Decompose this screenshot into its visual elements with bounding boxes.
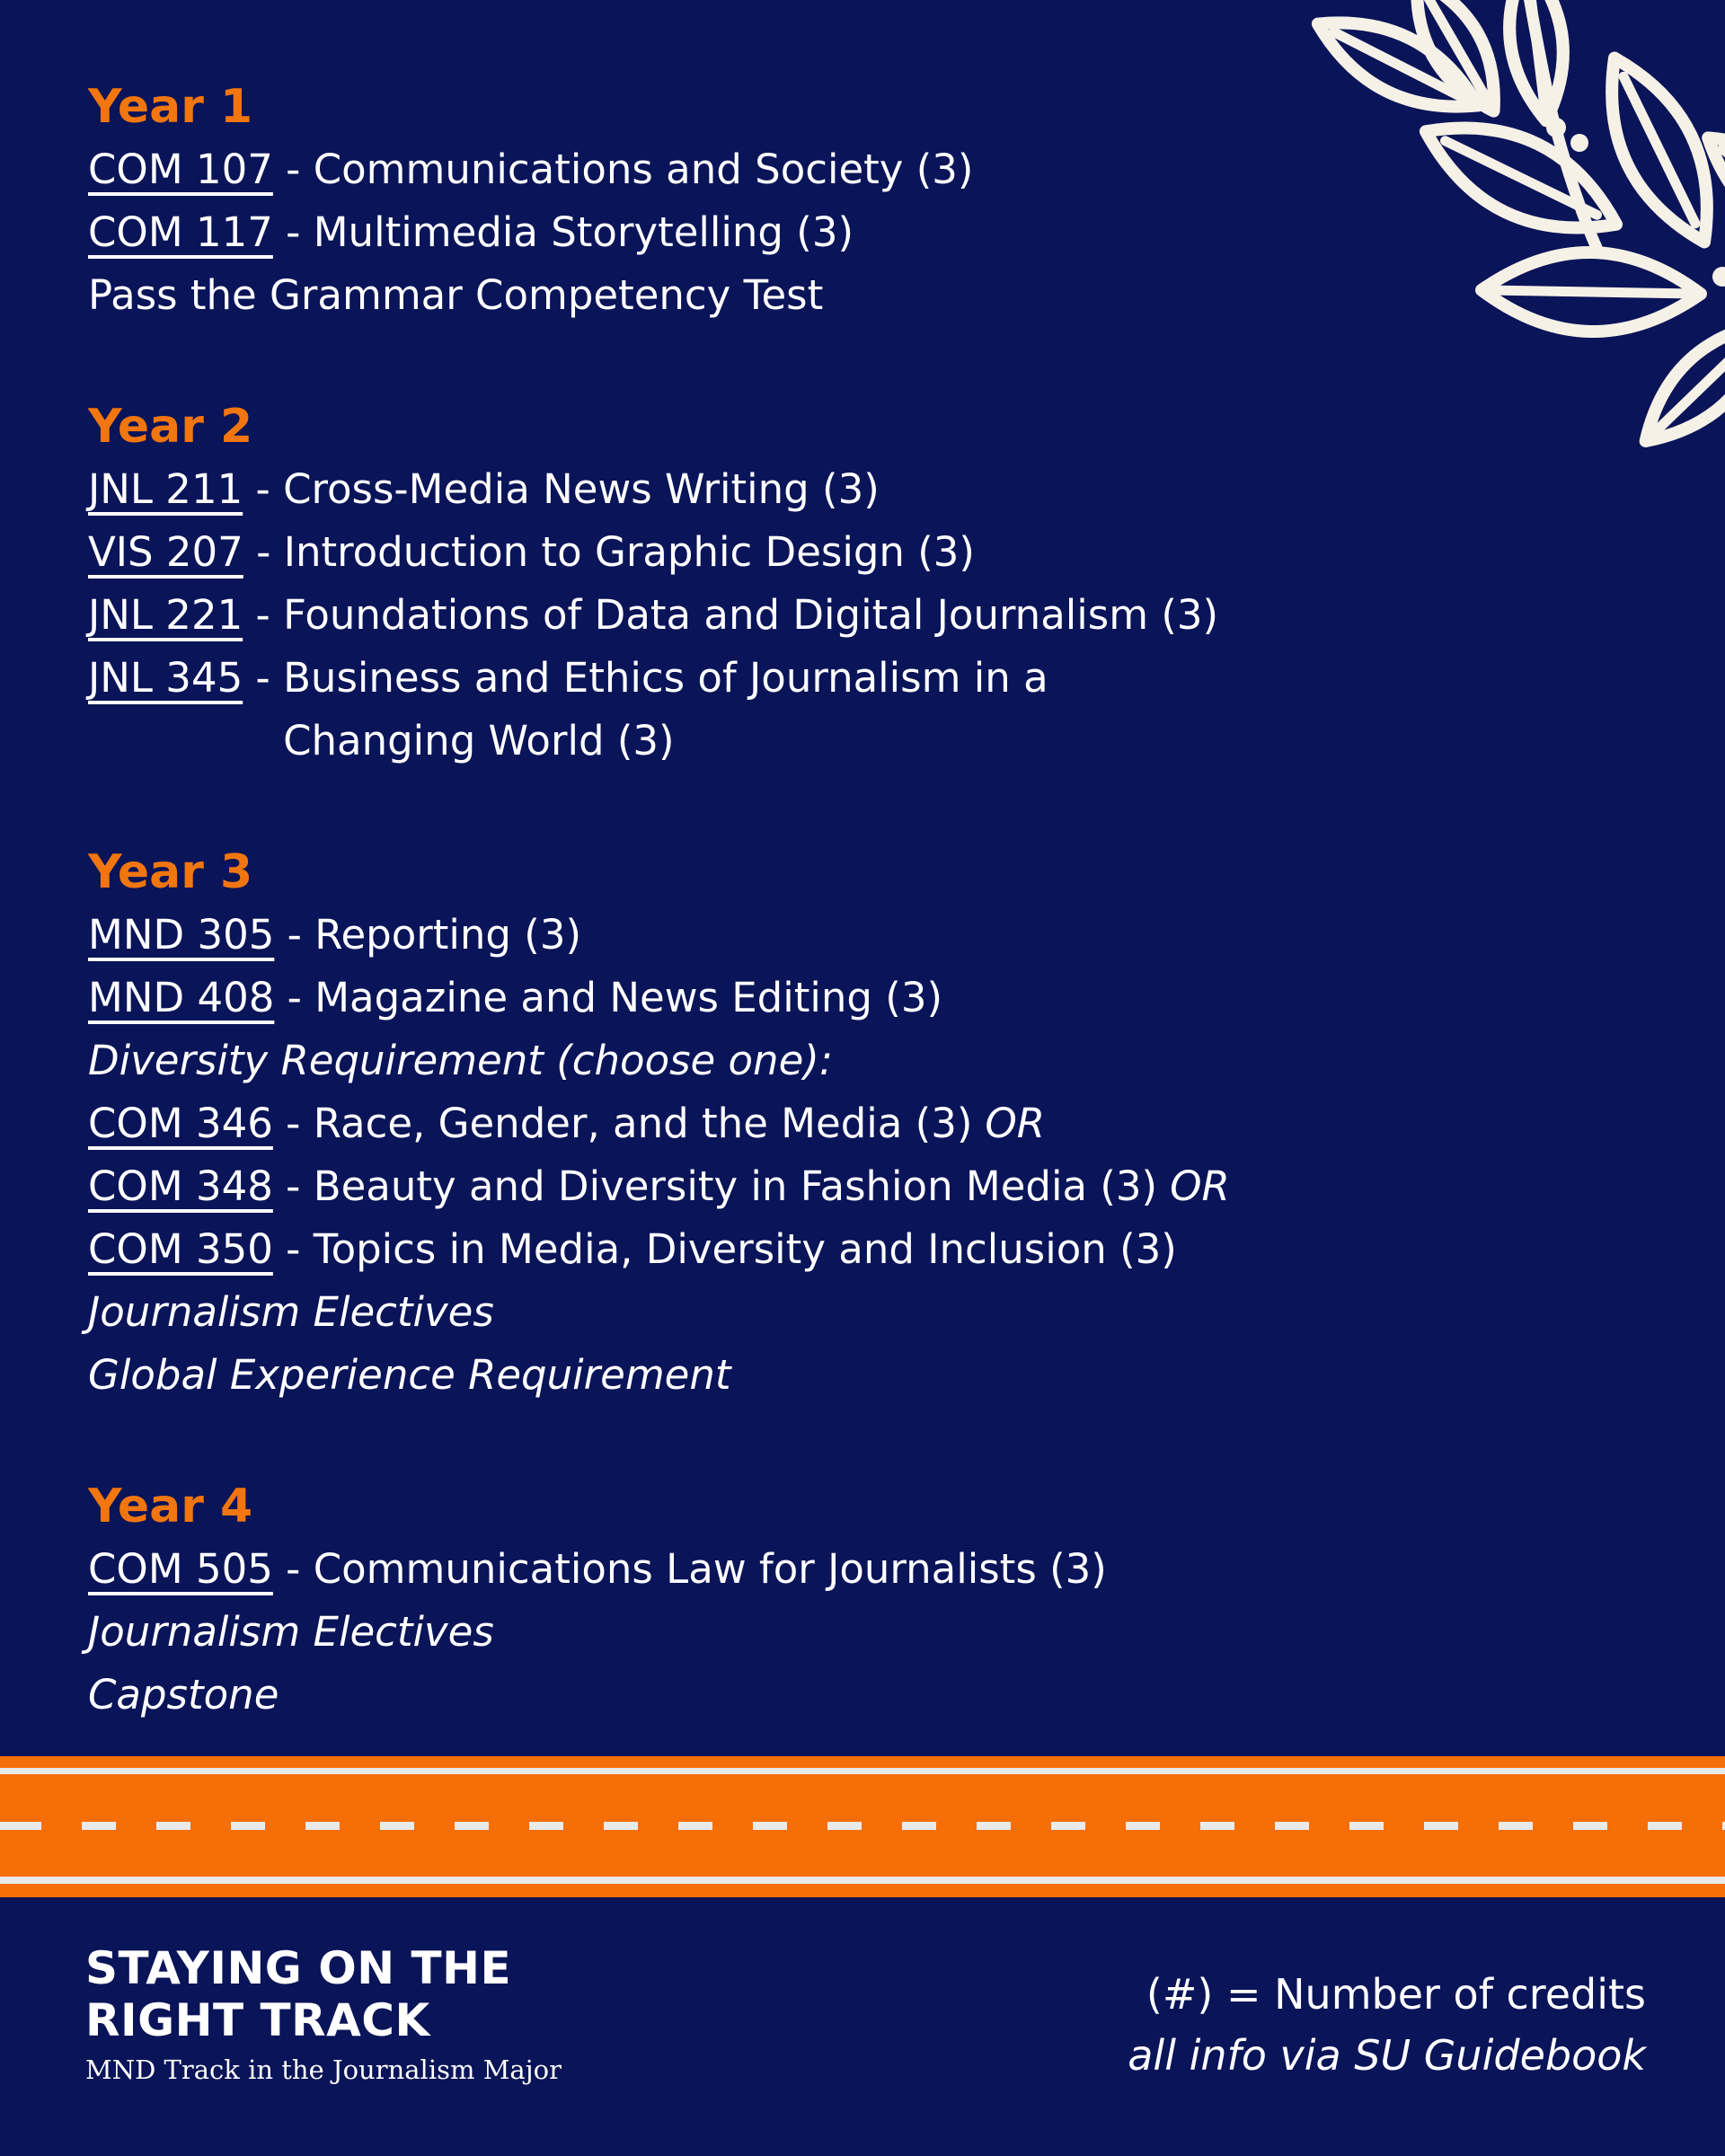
course-line: COM 107 - Communications and Society (3) [88,138,1615,201]
course-title: Business and Ethics of Journalism in a Ch… [283,654,1048,764]
laurel-leaf-decoration [1311,0,1725,447]
berry-dot [1712,267,1725,287]
course-code: COM 346 [88,1100,273,1147]
course-line: MND 408 - Magazine and News Editing (3) [88,967,1615,1029]
course-line: COM 117 - Multimedia Storytelling (3) [88,201,1615,264]
footer-title-line1: STAYING ON THE [85,1942,512,1994]
course-line: VIS 207 - Introduction to Graphic Design… [88,521,1615,584]
road-stripe [0,1756,1725,1897]
requirement-line: Capstone [88,1671,279,1719]
course-title: Introduction to Graphic Design (3) [283,528,975,576]
course-title: Multimedia Storytelling (3) [313,208,854,256]
footer-title-block: STAYING ON THE RIGHT TRACK MND Track in … [85,1942,562,2086]
road-edge-line-bottom [0,1877,1725,1884]
separator: - [272,1100,314,1147]
course-line: COM 350 - Topics in Media, Diversity and… [88,1218,1615,1281]
course-title: Cross-Media News Writing (3) [283,465,880,513]
road-edge-line-top [0,1768,1725,1774]
course-title: Reporting (3) [314,911,582,959]
separator: - [243,465,284,513]
course-code: MND 408 [88,974,275,1021]
year-4-section: Year 4 COM 505 - Communications Law for … [88,1475,1615,1727]
separator: - [274,911,315,959]
course-code: COM 107 [88,146,273,193]
course-title: Foundations of Data and Digital Journali… [283,591,1219,639]
footer-title-line2: RIGHT TRACK [85,1994,430,2046]
separator: - [243,654,284,702]
requirement-line: Diversity Requirement (choose one): [88,1037,833,1084]
course-code: JNL 221 [88,591,243,639]
course-line: COM 346 - Race, Gender, and the Media (3… [88,1092,1615,1155]
course-title: Beauty and Diversity in Fashion Media (3… [313,1162,1158,1210]
credits-legend: (#) = Number of credits [1146,1970,1646,2019]
source-note: all info via SU Guidebook [1128,2031,1646,2080]
course-title: Topics in Media, Diversity and Inclusion… [313,1225,1177,1273]
road-dashed-center-line [0,1822,1725,1830]
course-title: Communications and Society (3) [313,146,974,193]
course-plan: Year 1 COM 107 - Communications and Soci… [88,75,1615,1727]
footer-title: STAYING ON THE RIGHT TRACK [85,1942,562,2046]
course-code: VIS 207 [88,528,243,576]
separator: - [243,528,284,576]
course-code: MND 305 [88,911,275,959]
course-line: JNL 211 - Cross-Media News Writing (3) [88,458,1615,521]
year-2-heading: Year 2 [88,400,253,454]
year-3-section: Year 3 MND 305 - Reporting (3) MND 408 -… [88,841,1615,1407]
year-4-heading: Year 4 [88,1480,253,1533]
requirement-line: Pass the Grammar Competency Test [88,271,824,319]
course-code: COM 505 [88,1545,273,1593]
separator: - [272,208,314,256]
separator: - [272,146,314,193]
requirement-line: Global Experience Requirement [88,1351,731,1399]
course-line: COM 348 - Beauty and Diversity in Fashio… [88,1155,1615,1218]
year-2-section: Year 2 JNL 211 - Cross-Media News Writin… [88,395,1615,773]
requirement-line: Journalism Electives [88,1608,494,1656]
course-title: Magazine and News Editing (3) [314,974,943,1021]
course-code: JNL 345 [88,654,243,702]
course-title-wrap: Changing World (3) [283,717,675,764]
berry-dot [1570,134,1588,152]
requirement-line: Journalism Electives [88,1288,494,1336]
separator: - [274,974,315,1021]
year-3-heading: Year 3 [88,845,253,899]
course-code: COM 350 [88,1225,273,1273]
or-label: OR [985,1100,1046,1147]
course-line: COM 505 - Communications Law for Journal… [88,1538,1615,1601]
footer-subtitle: MND Track in the Journalism Major [85,2054,562,2085]
separator: - [272,1225,314,1273]
course-title: Communications Law for Journalists (3) [313,1545,1107,1593]
separator: - [272,1162,314,1210]
berry-dot [1546,118,1566,137]
course-code: COM 117 [88,208,273,256]
course-code: JNL 211 [88,465,243,513]
footer-note-block: (#) = Number of credits all info via SU … [1128,1964,1646,2086]
or-label: OR [1170,1162,1230,1210]
course-title: Race, Gender, and the Media (3) [313,1100,973,1147]
course-code: COM 348 [88,1162,273,1210]
separator: - [272,1545,314,1593]
year-1-heading: Year 1 [88,80,253,134]
course-line: JNL 221 - Foundations of Data and Digita… [88,584,1615,647]
course-line: MND 305 - Reporting (3) [88,904,1615,967]
course-line: JNL 345 - Business and Ethics of Journal… [88,647,1615,773]
year-1-section: Year 1 COM 107 - Communications and Soci… [88,75,1615,327]
separator: - [243,591,284,639]
